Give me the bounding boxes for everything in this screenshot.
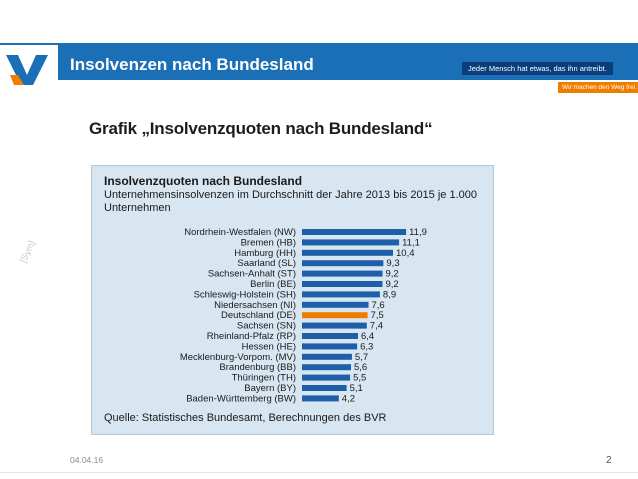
chart-title: Insolvenzquoten nach Bundesland bbox=[104, 174, 303, 188]
category-label: Schleswig-Holstein (SH) bbox=[194, 289, 296, 300]
slogan-primary: Jeder Mensch hat etwas, das ihn antreibt… bbox=[462, 62, 613, 75]
value-label: 5,1 bbox=[350, 383, 363, 394]
bar-chart: Nordrhein-Westfalen (NW) 11,9 Bremen (HB) 1… bbox=[180, 227, 427, 404]
value-label: 10,4 bbox=[396, 248, 415, 259]
bar bbox=[302, 353, 352, 360]
bar bbox=[302, 291, 380, 298]
bar bbox=[302, 374, 351, 381]
value-label: 9,3 bbox=[386, 258, 399, 269]
page-number: 2 bbox=[606, 455, 612, 466]
chart-source: Quelle: Statistisches Bundesamt, Berechn… bbox=[104, 412, 387, 424]
bar bbox=[302, 343, 358, 350]
category-label: Hamburg (HH) bbox=[234, 248, 296, 259]
picture-heading: Grafik „Insolvenzquoten nach Bundesland“ bbox=[89, 119, 433, 138]
chart-panel: Insolvenzquoten nach Bundesland Unterneh… bbox=[91, 165, 494, 435]
category-label: Hessen (HE) bbox=[242, 341, 296, 352]
value-label: 9,2 bbox=[386, 279, 399, 290]
category-label: Nordrhein-Westfalen (NW) bbox=[184, 227, 296, 238]
bar bbox=[302, 385, 347, 391]
value-label: 5,5 bbox=[353, 373, 366, 384]
bar bbox=[302, 239, 400, 246]
value-label: 5,7 bbox=[355, 352, 368, 363]
bar bbox=[302, 322, 367, 329]
category-label: Niedersachsen (NI) bbox=[214, 300, 296, 311]
bar bbox=[302, 395, 339, 402]
category-label: Sachsen (SN) bbox=[237, 321, 296, 332]
category-label: Deutschland (DE) bbox=[221, 310, 296, 321]
value-label: 4,2 bbox=[342, 393, 355, 404]
value-label: 7,6 bbox=[372, 300, 385, 311]
value-label: 6,4 bbox=[361, 331, 374, 342]
bar bbox=[302, 301, 369, 308]
bar-highlight bbox=[302, 312, 368, 319]
bar bbox=[302, 333, 358, 339]
bar bbox=[302, 364, 351, 371]
slogan-secondary: Wir machen den Weg frei. bbox=[558, 82, 638, 93]
value-label: 7,5 bbox=[371, 310, 384, 321]
value-label: 8,9 bbox=[383, 289, 396, 300]
category-label: Baden-Württemberg (BW) bbox=[186, 393, 296, 404]
bar bbox=[302, 281, 383, 287]
value-label: 5,6 bbox=[354, 362, 367, 373]
category-label: Berlin (BE) bbox=[250, 279, 296, 290]
category-label: Saarland (SL) bbox=[237, 258, 296, 269]
bar bbox=[302, 249, 393, 256]
category-label: Bremen (HB) bbox=[241, 237, 296, 248]
value-label: 7,4 bbox=[370, 321, 383, 332]
bar bbox=[302, 270, 383, 277]
chart-subtitle: Unternehmensinsolvenzen im Durchschnitt … bbox=[104, 189, 477, 214]
value-label: 11,9 bbox=[409, 227, 427, 238]
slide-title: Insolvenzen nach Bundesland bbox=[70, 55, 314, 74]
bank-logo bbox=[0, 45, 58, 89]
category-label: Bayern (BY) bbox=[244, 383, 296, 394]
category-label: Thüringen (TH) bbox=[232, 373, 296, 384]
watermark: [Sym] bbox=[18, 239, 37, 265]
category-label: Rheinland-Pfalz (RP) bbox=[207, 331, 296, 342]
bar bbox=[302, 229, 407, 235]
value-label: 9,2 bbox=[386, 269, 399, 280]
value-label: 11,1 bbox=[402, 237, 420, 248]
value-label: 6,3 bbox=[360, 341, 373, 352]
footer-date: 04.04.16 bbox=[70, 455, 104, 465]
footer-divider bbox=[0, 472, 638, 473]
category-label: Mecklenburg-Vorpom. (MV) bbox=[180, 352, 296, 363]
category-label: Brandenburg (BB) bbox=[219, 362, 296, 373]
bar bbox=[302, 260, 384, 267]
category-label: Sachsen-Anhalt (ST) bbox=[208, 269, 296, 280]
